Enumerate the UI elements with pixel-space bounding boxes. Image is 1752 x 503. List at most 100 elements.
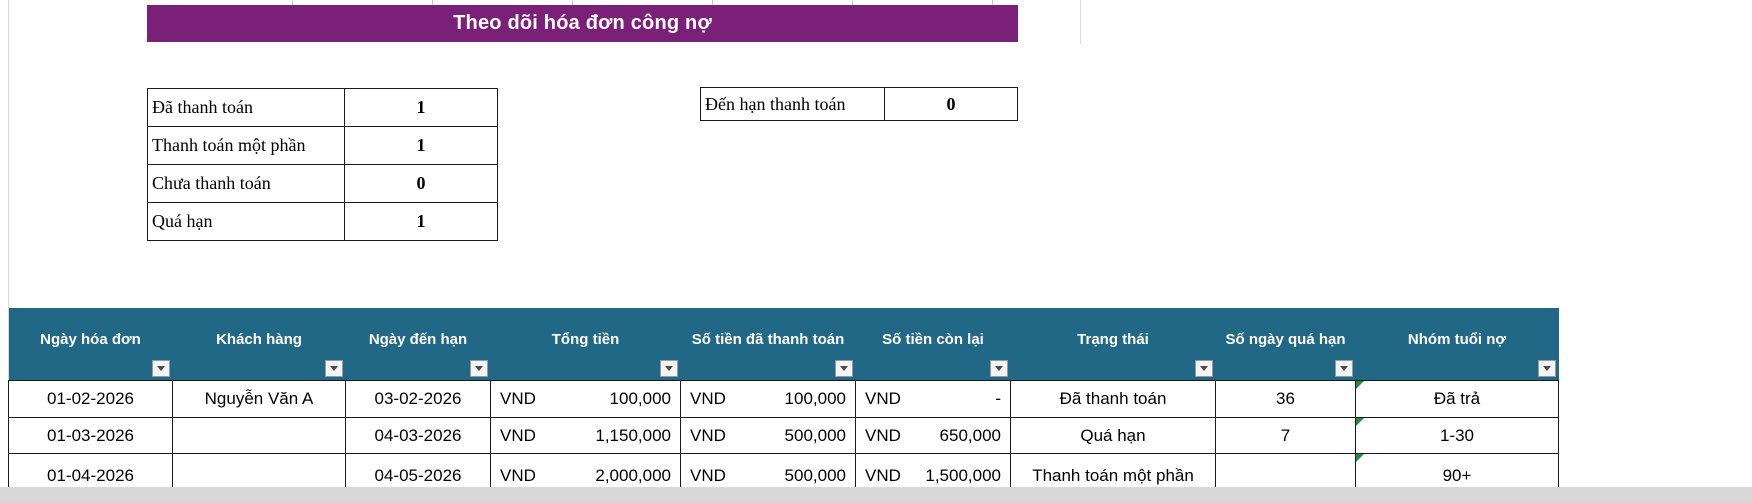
chevron-down-icon bbox=[156, 366, 165, 371]
cell[interactable]: 36 bbox=[1215, 380, 1356, 418]
cell[interactable]: 01-03-2026 bbox=[8, 417, 173, 454]
amount-cell[interactable]: VND 100,000 bbox=[490, 380, 681, 418]
column-header-5: Số tiền đã thanh toán bbox=[680, 308, 856, 381]
currency-code: VND bbox=[690, 466, 726, 485]
currency-code: VND bbox=[865, 425, 901, 445]
page-title-text: Theo dõi hóa đơn công nợ bbox=[453, 12, 712, 34]
cell[interactable]: Đã thanh toán bbox=[1010, 380, 1216, 418]
table-row: Đã thanh toán 1 bbox=[147, 88, 498, 127]
amount-value: 650,000 bbox=[939, 425, 1001, 445]
currency-code: VND bbox=[500, 466, 536, 485]
filter-button[interactable] bbox=[989, 360, 1008, 377]
filter-button[interactable] bbox=[151, 360, 170, 377]
amount-cell-content: VND 100,000 bbox=[681, 389, 855, 409]
table-row: Quá hạn 1 bbox=[147, 202, 498, 241]
summary-value-cell[interactable]: 1 bbox=[344, 126, 498, 165]
filter-button[interactable] bbox=[1537, 360, 1556, 377]
summary-label-cell[interactable]: Đã thanh toán bbox=[147, 88, 345, 127]
chevron-down-icon bbox=[329, 366, 338, 371]
due-label-cell[interactable]: Đến hạn thanh toán bbox=[700, 87, 885, 121]
column-header-2: Khách hàng bbox=[172, 308, 346, 381]
cell[interactable]: 01-02-2026 bbox=[8, 380, 173, 418]
column-header-8: Số ngày quá hạn bbox=[1215, 308, 1356, 381]
sheet-row-shading bbox=[0, 487, 1752, 503]
column-header-label: Tổng tiền bbox=[551, 330, 620, 348]
chevron-down-icon bbox=[1199, 366, 1208, 371]
amount-cell[interactable]: VND - bbox=[855, 380, 1011, 418]
filter-button[interactable] bbox=[324, 360, 343, 377]
column-header-1: Ngày hóa đơn bbox=[8, 308, 173, 381]
sheet-gridline bbox=[1080, 0, 1081, 44]
amount-value: 100,000 bbox=[784, 389, 846, 408]
column-header-label: Số tiền đã thanh toán bbox=[691, 330, 845, 348]
sheet-gridline bbox=[292, 0, 293, 5]
table-row: Đến hạn thanh toán 0 bbox=[700, 87, 1018, 121]
cell[interactable]: Quá hạn bbox=[1010, 417, 1216, 454]
cell[interactable]: 7 bbox=[1215, 417, 1356, 454]
column-header-label: Số tiền còn lại bbox=[882, 330, 984, 348]
due-summary-table: Đến hạn thanh toán 0 bbox=[700, 87, 1018, 121]
filter-button[interactable] bbox=[659, 360, 678, 377]
currency-code: VND bbox=[865, 466, 901, 485]
column-header-label: Số ngày quá hạn bbox=[1225, 330, 1346, 348]
column-header-9: Nhóm tuổi nợ bbox=[1355, 308, 1559, 381]
summary-value-cell[interactable]: 1 bbox=[344, 88, 498, 127]
amount-cell-content: VND 500,000 bbox=[681, 426, 855, 446]
sheet-gridline bbox=[572, 0, 573, 5]
currency-code: VND bbox=[500, 389, 536, 408]
table-row: Chưa thanh toán 0 bbox=[147, 164, 498, 203]
summary-label-cell[interactable]: Quá hạn bbox=[147, 202, 345, 241]
column-header-4: Tổng tiền bbox=[490, 308, 681, 381]
cell[interactable]: Nguyễn Văn A bbox=[172, 380, 346, 418]
summary-value-cell[interactable]: 0 bbox=[344, 164, 498, 203]
amount-value: 1,150,000 bbox=[595, 425, 671, 445]
table-row: Thanh toán một phần 1 bbox=[147, 126, 498, 165]
invoice-table-header-row: Ngày hóa đơn Khách hàng Ngày đến hạn Tổng t… bbox=[8, 308, 1559, 381]
column-header-label: Ngày hóa đơn bbox=[40, 330, 141, 348]
amount-cell-content: VND 1,150,000 bbox=[491, 426, 680, 446]
amount-cell-content: VND 100,000 bbox=[491, 389, 680, 409]
due-value-cell[interactable]: 0 bbox=[884, 87, 1018, 121]
currency-code: VND bbox=[500, 425, 536, 445]
sheet-gridline bbox=[432, 0, 433, 5]
sheet-gridline bbox=[852, 0, 853, 5]
cell[interactable]: 03-02-2026 bbox=[345, 380, 491, 418]
column-header-label: Nhóm tuổi nợ bbox=[1407, 330, 1507, 348]
currency-code: VND bbox=[690, 389, 726, 408]
column-header-7: Trạng thái bbox=[1010, 308, 1216, 381]
cell[interactable]: 1-30 bbox=[1355, 417, 1559, 454]
chevron-down-icon bbox=[1339, 366, 1348, 371]
table-row: 01-02-2026 Nguyễn Văn A 03-02-2026 VND 100,0… bbox=[8, 380, 1559, 418]
summary-label-cell[interactable]: Thanh toán một phần bbox=[147, 126, 345, 165]
cell[interactable] bbox=[172, 417, 346, 454]
chevron-down-icon bbox=[474, 366, 483, 371]
summary-label-cell[interactable]: Chưa thanh toán bbox=[147, 164, 345, 203]
filter-button[interactable] bbox=[1194, 360, 1213, 377]
summary-value-cell[interactable]: 1 bbox=[344, 202, 498, 241]
column-header-3: Ngày đến hạn bbox=[345, 308, 491, 381]
amount-cell[interactable]: VND 1,150,000 bbox=[490, 417, 681, 454]
column-header-label: Ngày đến hạn bbox=[368, 330, 468, 348]
amount-value: 2,000,000 bbox=[595, 466, 671, 485]
page-title: Theo dõi hóa đơn công nợ bbox=[147, 5, 1018, 42]
cell[interactable]: Đã trả bbox=[1355, 380, 1559, 418]
amount-cell-content: VND 650,000 bbox=[856, 426, 1010, 446]
amount-cell[interactable]: VND 100,000 bbox=[680, 380, 856, 418]
filter-button[interactable] bbox=[834, 360, 853, 377]
amount-cell[interactable]: VND 500,000 bbox=[680, 417, 856, 454]
amount-cell[interactable]: VND 650,000 bbox=[855, 417, 1011, 454]
amount-value: 1,500,000 bbox=[925, 466, 1001, 485]
error-indicator-icon bbox=[1356, 381, 1364, 389]
chevron-down-icon bbox=[994, 366, 1003, 371]
amount-value: 500,000 bbox=[784, 466, 846, 485]
chevron-down-icon bbox=[664, 366, 673, 371]
amount-value: 500,000 bbox=[784, 425, 846, 445]
cell[interactable]: 04-03-2026 bbox=[345, 417, 491, 454]
amount-value: - bbox=[995, 389, 1001, 408]
amount-cell-content: VND - bbox=[856, 389, 1010, 409]
chevron-down-icon bbox=[839, 366, 848, 371]
filter-button[interactable] bbox=[469, 360, 488, 377]
column-header-label: Trạng thái bbox=[1077, 330, 1149, 348]
filter-button[interactable] bbox=[1334, 360, 1353, 377]
